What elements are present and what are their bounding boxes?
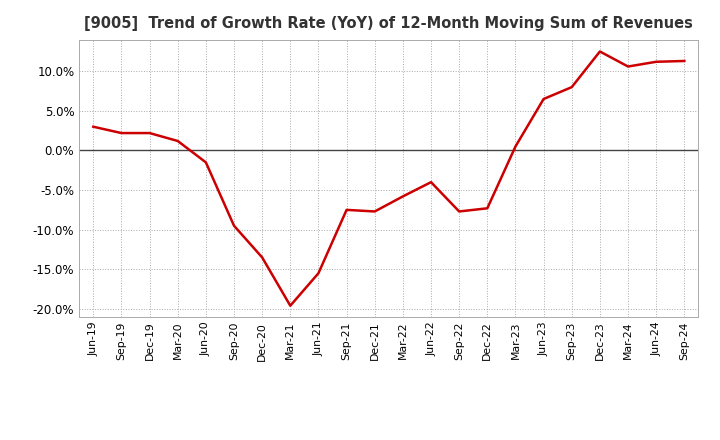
Title: [9005]  Trend of Growth Rate (YoY) of 12-Month Moving Sum of Revenues: [9005] Trend of Growth Rate (YoY) of 12-…	[84, 16, 693, 32]
